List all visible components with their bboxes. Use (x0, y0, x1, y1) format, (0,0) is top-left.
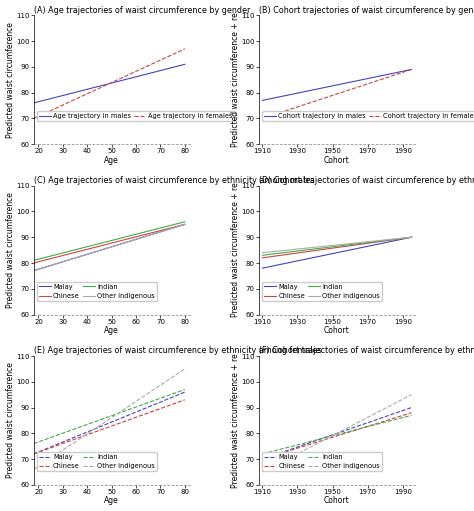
Legend: Age trajectory in males, Age trajectory in females: Age trajectory in males, Age trajectory … (37, 111, 235, 122)
Y-axis label: Predicted waist circumference: Predicted waist circumference (6, 362, 15, 478)
Legend: Cohort trajectory in males, Cohort trajectory in females: Cohort trajectory in males, Cohort traje… (262, 111, 474, 122)
Text: (E) Age trajectories of waist circumference by ethnicity among females: (E) Age trajectories of waist circumfere… (34, 346, 321, 355)
Legend: Malay, Chinese, Indian, Other indigenous: Malay, Chinese, Indian, Other indigenous (37, 452, 157, 472)
Y-axis label: Predicted waist circumference: Predicted waist circumference (6, 22, 15, 138)
Text: (B) Cohort trajectories of waist circumference by gender: (B) Cohort trajectories of waist circumf… (259, 6, 474, 14)
Y-axis label: Predicted waist circumference + re: Predicted waist circumference + re (231, 12, 240, 147)
Legend: Malay, Chinese, Indian, Other indigenous: Malay, Chinese, Indian, Other indigenous (37, 282, 157, 301)
Legend: Malay, Chinese, Indian, Other indigenous: Malay, Chinese, Indian, Other indigenous (262, 452, 382, 472)
Text: (F) Cohort trajectories of waist circumference by ethnicity among females: (F) Cohort trajectories of waist circumf… (259, 346, 474, 355)
Text: (A) Age trajectories of waist circumference by gender: (A) Age trajectories of waist circumfere… (34, 6, 250, 14)
Legend: Malay, Chinese, Indian, Other indigenous: Malay, Chinese, Indian, Other indigenous (262, 282, 382, 301)
X-axis label: Age: Age (104, 497, 119, 505)
Y-axis label: Predicted waist circumference + re: Predicted waist circumference + re (231, 353, 240, 488)
X-axis label: Age: Age (104, 326, 119, 335)
X-axis label: Age: Age (104, 156, 119, 165)
X-axis label: Cohort: Cohort (324, 497, 350, 505)
Y-axis label: Predicted waist circumference: Predicted waist circumference (6, 192, 15, 308)
X-axis label: Cohort: Cohort (324, 326, 350, 335)
Y-axis label: Predicted waist circumference + re: Predicted waist circumference + re (231, 183, 240, 317)
X-axis label: Cohort: Cohort (324, 156, 350, 165)
Text: (C) Age trajectories of waist circumference by ethnicity among males: (C) Age trajectories of waist circumfere… (34, 176, 314, 185)
Text: (D) Cohort trajectories of waist circumference by ethnicity among males: (D) Cohort trajectories of waist circumf… (259, 176, 474, 185)
